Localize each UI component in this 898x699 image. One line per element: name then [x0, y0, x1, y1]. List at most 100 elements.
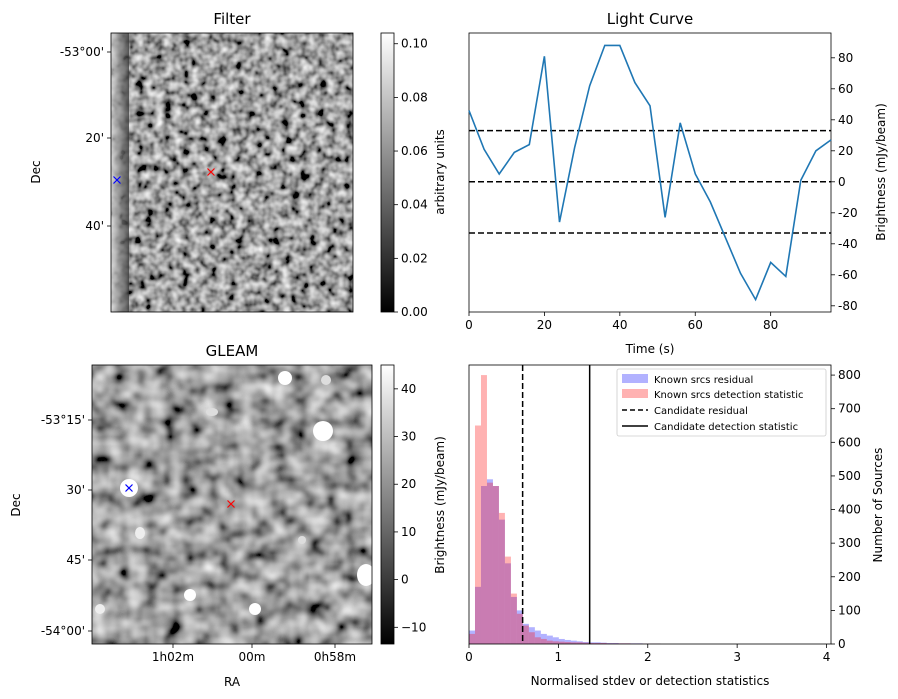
detection-histogram-bar: [546, 640, 553, 644]
detection-histogram-bar: [576, 642, 583, 644]
legend-box: [616, 368, 827, 437]
red-cross-marker: [207, 168, 215, 176]
legend-label-residual: Known srcs residual: [654, 375, 753, 386]
light-curve-y-tick-label: -60: [838, 268, 858, 282]
gleam-frame: [91, 364, 373, 645]
gleam-colorbar-tick-label: 40: [401, 382, 416, 396]
legend-label-candidate-detection: Candidate detection statistic: [654, 422, 798, 433]
gleam-source: [184, 589, 196, 601]
gleam-source: [313, 421, 333, 441]
histogram-candidate-lines: [521, 365, 591, 644]
gleam-sources: [95, 371, 372, 615]
histogram-y-tick-label: 800: [838, 368, 861, 382]
filter-y-tick-label: 20': [85, 131, 104, 145]
light-curve-y-tick-label: 60: [838, 82, 853, 96]
residual-histogram-bar: [576, 641, 583, 644]
residual-histogram-bar: [570, 640, 577, 644]
gleam-colorbar-tick-label: 30: [401, 430, 416, 444]
residual-histogram-bar: [546, 635, 553, 644]
detection-histogram-bar: [492, 486, 499, 644]
detection-histogram-bar: [570, 642, 577, 644]
residual-histogram-bar: [582, 641, 589, 644]
histogram-legend: Known srcs residual Known srcs detection…: [616, 368, 827, 437]
light-curve-threshold-lines: [469, 129, 831, 234]
filter-title: Filter: [213, 10, 251, 28]
blue-cross-marker: [125, 484, 133, 492]
residual-histogram-bar: [564, 639, 571, 644]
filter-colorbar-ticks: 0.00 0.02 0.04 0.06 0.08 0.10: [394, 37, 428, 319]
detection-histogram-bar: [564, 641, 571, 644]
residual-histogram-bar: [522, 623, 529, 644]
light-curve-series: [468, 44, 832, 302]
residual-histogram-bar: [516, 610, 523, 644]
detection-histogram-bar: [510, 593, 517, 644]
detection-histogram-bar: [534, 637, 541, 644]
red-cross-marker: [227, 500, 235, 508]
residual-histogram-bar: [486, 479, 493, 644]
gleam-y-ticks: -53°15' 30' 45' -54°00': [41, 413, 92, 638]
filter-colorbar-tick-label: 0.10: [401, 37, 428, 51]
gleam-source: [249, 603, 261, 615]
residual-histogram-bar: [474, 586, 481, 644]
filter-markers: [113, 168, 215, 184]
detection-histogram-bar: [522, 625, 529, 644]
residual-histogram-bar: [540, 633, 547, 644]
residual-histogram-bar: [612, 642, 619, 644]
detection-histogram-bar: [594, 642, 601, 644]
light-curve-x-tick-label: 20: [537, 318, 552, 332]
gleam-source: [206, 408, 218, 416]
light-curve-x-ticks: 0 20 40 60 80: [465, 312, 778, 332]
detection-histogram-bar: [582, 642, 589, 644]
light-curve-xlabel: Time (s): [625, 342, 675, 356]
filter-colorbar-tick-label: 0.04: [401, 198, 428, 212]
histogram-x-tick-label: 1: [555, 650, 563, 664]
light-curve-y-tick-label: -80: [838, 299, 858, 313]
gleam-source: [357, 564, 372, 586]
detection-histogram-bar: [588, 642, 595, 644]
histogram-y-tick-label: 0: [838, 637, 846, 651]
detection-histogram-bar: [486, 482, 493, 644]
gleam-y-tick-label: -54°00': [41, 624, 85, 638]
filter-panel: Filter Dec -53°00'20'40' 0.000.020.040.0…: [29, 10, 447, 319]
detection-histogram-bar: [516, 613, 523, 644]
residual-histogram-bar: [510, 596, 517, 644]
detection-histogram-bar: [600, 642, 607, 644]
light-curve-y-tick-label: 0: [838, 175, 846, 189]
residual-histogram-bar: [606, 642, 613, 644]
light-curve-x-tick-label: 0: [465, 318, 473, 332]
filter-y-tick-label: -53°00': [60, 45, 104, 59]
gleam-colorbar-tick-label: −10: [401, 620, 426, 634]
light-curve-frame: [468, 32, 832, 313]
legend-label-detection: Known srcs detection statistic: [654, 390, 803, 401]
gleam-y-tick-label: -53°15': [41, 413, 85, 427]
gleam-source: [298, 536, 306, 544]
histogram-y-tick-label: 200: [838, 570, 861, 584]
light-curve-panel: Light Curve Time (s) Brightness (mJy/bea…: [465, 10, 888, 356]
detection-histogram-bar: [474, 425, 481, 644]
histogram-x-tick-label: 0: [465, 650, 473, 664]
gleam-xlabel: RA: [224, 675, 241, 689]
residual-histogram-bar: [534, 630, 541, 644]
filter-frame: [110, 32, 354, 313]
gleam-markers: [125, 484, 235, 508]
gleam-ylabel: Dec: [9, 493, 23, 516]
gleam-y-tick-label: 45': [66, 553, 85, 567]
gleam-colorbar-ticks: −10 0 10 20 30 40: [394, 382, 426, 634]
gleam-x-tick-label: 0h58m: [314, 650, 356, 664]
detection-histogram-bar: [498, 512, 505, 644]
gleam-x-ticks: 1h02m 00m 0h58m: [152, 644, 356, 664]
light-curve-y-ticks: -80 -60 -40 -20 0 20 40 60 80: [831, 51, 858, 313]
gleam-colorbar-tick-label: 10: [401, 525, 416, 539]
light-curve-y-tick-label: 80: [838, 51, 853, 65]
filter-image: [111, 33, 353, 312]
histogram-ylabel: Number of Sources: [871, 448, 885, 563]
filter-ylabel: Dec: [29, 160, 43, 183]
gleam-source: [135, 527, 145, 539]
detection-histogram-bar: [469, 633, 475, 644]
residual-histogram-bar: [588, 642, 595, 644]
gleam-colorbar-tick-label: 20: [401, 477, 416, 491]
light-curve-x-tick-label: 80: [763, 318, 778, 332]
histogram-xlabel: Normalised stdev or detection statistics: [531, 674, 770, 688]
light-curve-title: Light Curve: [607, 10, 693, 28]
histogram-x-tick-label: 2: [644, 650, 652, 664]
